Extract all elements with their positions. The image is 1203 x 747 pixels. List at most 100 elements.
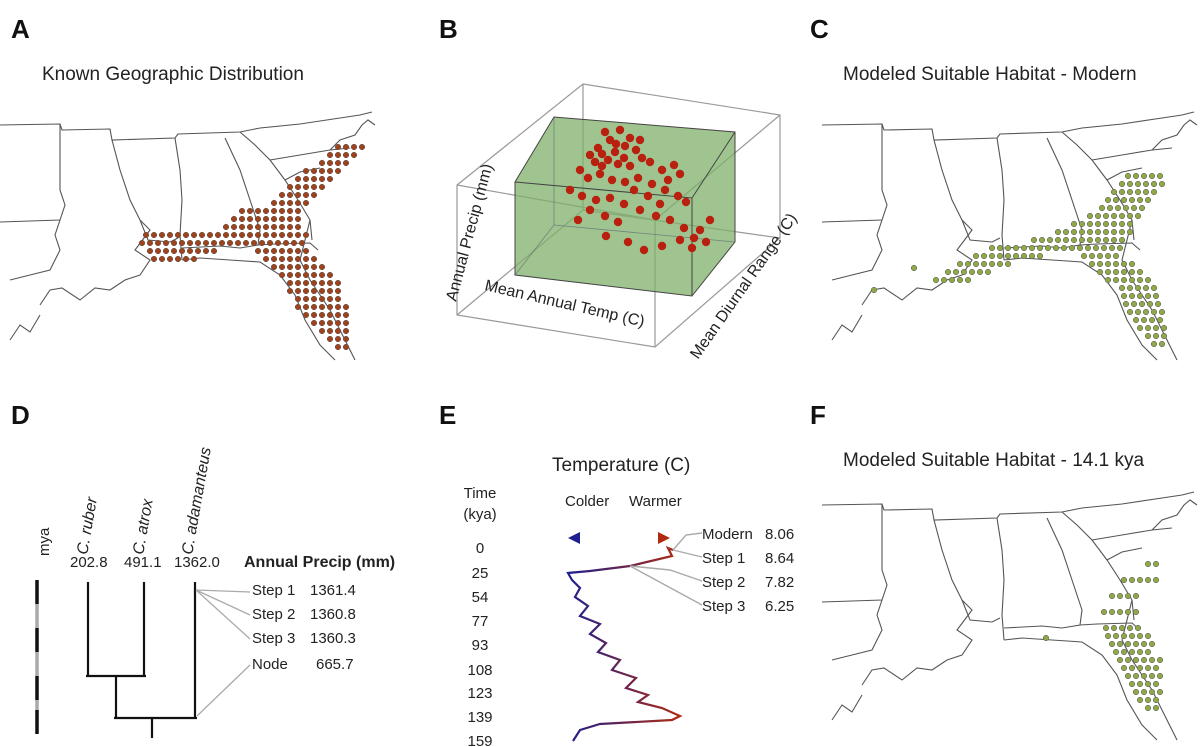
known-occurrence-dot [334, 295, 342, 303]
known-occurrence-dot [310, 263, 318, 271]
temperature-title: Temperature (C) [552, 455, 690, 476]
colder-warmer-arrow [568, 532, 670, 544]
habitat-dot [1144, 648, 1152, 656]
habitat-dot [1110, 624, 1118, 632]
known-occurrence-dot [318, 167, 326, 175]
step-2-label: Step 2 [252, 606, 296, 623]
habitat-dot [1136, 268, 1144, 276]
habitat-dot [1150, 340, 1158, 348]
known-occurrence-dot [318, 327, 326, 335]
known-occurrence-dot [254, 247, 262, 255]
habitat-dot [1126, 228, 1134, 236]
known-occurrence-dot [334, 311, 342, 319]
known-occurrence-dot [302, 303, 310, 311]
known-occurrence-dot [350, 143, 358, 151]
habitat-dot [1054, 236, 1062, 244]
habitat-dot [1116, 244, 1124, 252]
niche-scatter-point [665, 215, 675, 225]
known-occurrence-dot [166, 255, 174, 263]
step-1-label: Step 1 [252, 582, 296, 599]
niche-scatter-point [647, 179, 657, 189]
known-occurrence-dot [230, 223, 238, 231]
habitat-dot [1100, 608, 1108, 616]
habitat-dot [1122, 300, 1130, 308]
habitat-dot [1126, 212, 1134, 220]
known-occurrence-dot [278, 247, 286, 255]
habitat-dot [1104, 252, 1112, 260]
niche-scatter-point [673, 191, 683, 201]
known-occurrence-dot [342, 319, 350, 327]
habitat-dot [1132, 640, 1140, 648]
known-occurrence-dot [278, 191, 286, 199]
niche-scatter-point [565, 185, 575, 195]
known-occurrence-dot [214, 231, 222, 239]
habitat-dot [952, 268, 960, 276]
temperature-curve-panel: Temperature (C) Time (kya) Colder Warmer… [463, 455, 794, 747]
niche-scatter-point [597, 149, 607, 159]
habitat-dot [1028, 252, 1036, 260]
habitat-dot [944, 268, 952, 276]
habitat-dot [1120, 576, 1128, 584]
niche-scatter-point [675, 235, 685, 245]
known-occurrence-dot [190, 255, 198, 263]
habitat-dot [1132, 672, 1140, 680]
niche-scatter-point [639, 245, 649, 255]
known-occurrence-dot [326, 295, 334, 303]
known-occurrence-dot [166, 231, 174, 239]
habitat-dot [1104, 196, 1112, 204]
habitat-dot [1148, 172, 1156, 180]
species-label-atrox: C. atrox [130, 497, 157, 556]
habitat-dot [988, 252, 996, 260]
habitat-dot [1108, 592, 1116, 600]
niche-scatter-point [631, 145, 641, 155]
habitat-dot [1104, 260, 1112, 268]
known-occurrence-dot [342, 335, 350, 343]
known-occurrence-dot [246, 231, 254, 239]
niche-scatter-point [625, 161, 635, 171]
habitat-dot [1128, 576, 1136, 584]
known-occurrence-dot [286, 263, 294, 271]
niche-scatter-point [619, 199, 629, 209]
niche-scatter-point [655, 199, 665, 209]
habitat-dot [1136, 276, 1144, 284]
habitat-dot [1128, 648, 1136, 656]
niche-scatter-point [633, 173, 643, 183]
step-1-value: 1361.4 [310, 582, 356, 599]
known-occurrence-dot [310, 167, 318, 175]
habitat-dot [1004, 260, 1012, 268]
known-occurrence-dot [302, 191, 310, 199]
panel-letter-b: B [439, 14, 458, 44]
habitat-dot [1136, 648, 1144, 656]
habitat-dot [1108, 244, 1116, 252]
known-occurrence-dot [262, 207, 270, 215]
habitat-dot [1012, 244, 1020, 252]
habitat-dot [1116, 608, 1124, 616]
node-label: Node [252, 656, 288, 673]
known-occurrence-dot [286, 223, 294, 231]
known-occurrence-dot [294, 183, 302, 191]
habitat-dot [1092, 244, 1100, 252]
known-occurrence-dot [278, 271, 286, 279]
habitat-dot [1136, 680, 1144, 688]
habitat-dot [1148, 672, 1156, 680]
habitat-dot [1102, 228, 1110, 236]
known-occurrence-dot [302, 295, 310, 303]
known-occurrence-dot [246, 207, 254, 215]
known-occurrence-dot [326, 287, 334, 295]
known-occurrence-dot [334, 143, 342, 151]
habitat-dot [1120, 196, 1128, 204]
known-occurrence-dot [286, 247, 294, 255]
habitat-dot [1104, 268, 1112, 276]
habitat-dot [1120, 664, 1128, 672]
known-occurrence-dot [326, 175, 334, 183]
habitat-dot [1122, 204, 1130, 212]
known-occurrence-dot [318, 287, 326, 295]
niche-scatter-point [675, 169, 685, 179]
habitat-dot [1148, 640, 1156, 648]
habitat-dot [1112, 648, 1120, 656]
habitat-dot [1004, 244, 1012, 252]
known-occurrence-dot [270, 231, 278, 239]
known-occurrence-dot [222, 223, 230, 231]
habitat-dot [1038, 236, 1046, 244]
known-occurrence-dot [294, 247, 302, 255]
